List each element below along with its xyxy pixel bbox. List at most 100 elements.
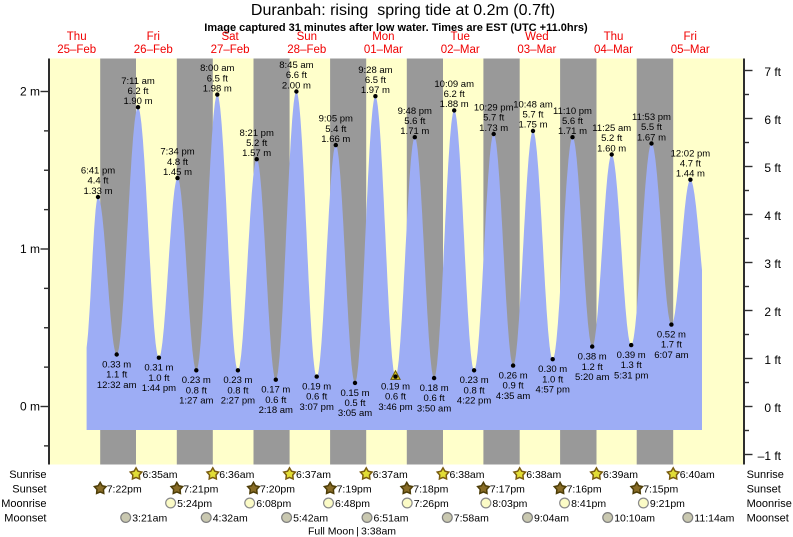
svg-text:2.00 m: 2.00 m: [282, 80, 311, 91]
svg-text:4:57 pm: 4:57 pm: [536, 385, 570, 396]
svg-text:0.17 m: 0.17 m: [261, 385, 290, 396]
svg-text:6:39am: 6:39am: [603, 469, 638, 481]
svg-text:11:10 pm: 11:10 pm: [553, 106, 592, 117]
svg-text:4:32am: 4:32am: [213, 512, 248, 524]
svg-text:5:42am: 5:42am: [293, 512, 328, 524]
svg-text:5 ft: 5 ft: [764, 161, 781, 175]
svg-text:1 m: 1 m: [20, 242, 40, 256]
svg-text:28–Feb: 28–Feb: [287, 44, 326, 56]
svg-text:6:41 pm: 6:41 pm: [81, 166, 115, 177]
svg-text:0.26 m: 0.26 m: [499, 370, 528, 381]
svg-text:0.23 m: 0.23 m: [182, 375, 211, 386]
svg-text:6:48pm: 6:48pm: [335, 498, 370, 510]
svg-text:4.7 ft: 4.7 ft: [680, 158, 701, 169]
svg-text:Sunset: Sunset: [747, 484, 781, 496]
svg-text:0.23 m: 0.23 m: [223, 375, 252, 386]
svg-text:Sunset: Sunset: [12, 484, 46, 496]
svg-text:7:19pm: 7:19pm: [337, 483, 372, 495]
svg-text:0 m: 0 m: [20, 400, 40, 414]
svg-text:0.31 m: 0.31 m: [144, 363, 173, 374]
svg-text:04–Mar: 04–Mar: [594, 44, 633, 56]
svg-text:4.4 ft: 4.4 ft: [87, 176, 108, 187]
svg-text:4:35 am: 4:35 am: [496, 391, 530, 402]
svg-text:0.33 m: 0.33 m: [102, 359, 131, 370]
svg-text:9:48 pm: 9:48 pm: [398, 106, 432, 117]
svg-text:3:05 am: 3:05 am: [338, 408, 372, 419]
svg-text:4 ft: 4 ft: [764, 209, 781, 223]
svg-text:6:37am: 6:37am: [296, 469, 331, 481]
svg-text:3:21am: 3:21am: [132, 512, 167, 524]
svg-text:6:38am: 6:38am: [526, 469, 561, 481]
svg-text:1.75 m: 1.75 m: [518, 120, 547, 131]
svg-text:03–Mar: 03–Mar: [517, 44, 556, 56]
svg-text:5:24pm: 5:24pm: [177, 498, 212, 510]
svg-text:Duranbah: rising spring tide: Duranbah: rising spring tide at 0.2m (0.…: [251, 2, 555, 19]
svg-text:Image captured 31 minutes afte: Image captured 31 minutes after low wate…: [204, 22, 588, 34]
svg-text:6:38am: 6:38am: [450, 469, 485, 481]
svg-text:1.71 m: 1.71 m: [400, 126, 429, 137]
svg-text:Tue: Tue: [451, 31, 470, 43]
svg-text:5.2 ft: 5.2 ft: [246, 138, 267, 149]
svg-text:6:08pm: 6:08pm: [256, 498, 291, 510]
svg-text:Fri: Fri: [147, 31, 160, 43]
svg-text:1.1 ft: 1.1 ft: [106, 370, 127, 381]
svg-text:0.6 ft: 0.6 ft: [385, 392, 406, 403]
svg-text:7:34 pm: 7:34 pm: [160, 147, 194, 158]
svg-text:Full Moon | 3:38am: Full Moon | 3:38am: [308, 526, 396, 537]
svg-text:5:20 am: 5:20 am: [575, 372, 609, 383]
svg-text:0.6 ft: 0.6 ft: [265, 395, 286, 406]
svg-text:1.66 m: 1.66 m: [321, 134, 350, 145]
svg-text:1:44 pm: 1:44 pm: [142, 383, 176, 394]
svg-text:Sat: Sat: [221, 31, 239, 43]
svg-text:Moonset: Moonset: [747, 513, 789, 525]
svg-text:10:29 pm: 10:29 pm: [474, 103, 514, 114]
svg-text:9:05 pm: 9:05 pm: [319, 114, 353, 125]
svg-text:7:20pm: 7:20pm: [260, 483, 295, 495]
svg-text:5.2 ft: 5.2 ft: [601, 133, 622, 144]
svg-text:5:31 pm: 5:31 pm: [614, 370, 648, 381]
svg-text:0.19 m: 0.19 m: [381, 382, 410, 393]
svg-text:1 ft: 1 ft: [764, 353, 781, 367]
svg-text:7:22pm: 7:22pm: [107, 483, 142, 495]
svg-text:6:37am: 6:37am: [373, 469, 408, 481]
svg-text:7:21pm: 7:21pm: [183, 483, 218, 495]
svg-text:02–Mar: 02–Mar: [441, 44, 480, 56]
svg-text:6:51am: 6:51am: [374, 512, 409, 524]
svg-text:6.5 ft: 6.5 ft: [365, 75, 386, 86]
svg-text:3:46 pm: 3:46 pm: [378, 402, 412, 413]
svg-text:1.97 m: 1.97 m: [361, 85, 390, 96]
svg-text:2:27 pm: 2:27 pm: [221, 396, 255, 407]
svg-text:0 ft: 0 ft: [764, 401, 781, 415]
svg-text:9:28 am: 9:28 am: [358, 65, 392, 76]
svg-text:12:32 am: 12:32 am: [97, 380, 137, 391]
svg-text:5.7 ft: 5.7 ft: [522, 110, 543, 121]
svg-text:8:45 am: 8:45 am: [279, 60, 313, 71]
svg-text:Sunrise: Sunrise: [9, 469, 46, 481]
svg-text:9:04am: 9:04am: [534, 512, 569, 524]
svg-text:0.15 m: 0.15 m: [340, 388, 369, 399]
svg-text:5.4 ft: 5.4 ft: [325, 124, 346, 135]
svg-text:1.0 ft: 1.0 ft: [148, 373, 169, 384]
svg-text:0.52 m: 0.52 m: [657, 330, 686, 341]
svg-text:0.18 m: 0.18 m: [420, 383, 449, 394]
svg-text:1.57 m: 1.57 m: [242, 148, 271, 159]
svg-text:5.6 ft: 5.6 ft: [562, 116, 583, 127]
svg-text:1.67 m: 1.67 m: [637, 132, 666, 143]
svg-text:Sun: Sun: [297, 31, 317, 43]
svg-text:3:07 pm: 3:07 pm: [300, 402, 334, 413]
svg-text:12:02 pm: 12:02 pm: [671, 148, 711, 159]
svg-text:7:58am: 7:58am: [454, 512, 489, 524]
svg-text:10:48 am: 10:48 am: [513, 100, 553, 111]
svg-text:0.6 ft: 0.6 ft: [306, 392, 327, 403]
svg-text:7:26pm: 7:26pm: [414, 498, 449, 510]
svg-text:8:03pm: 8:03pm: [492, 498, 527, 510]
svg-text:05–Mar: 05–Mar: [671, 44, 710, 56]
svg-text:6:35am: 6:35am: [143, 469, 178, 481]
svg-text:6:36am: 6:36am: [219, 469, 254, 481]
svg-text:0.9 ft: 0.9 ft: [503, 381, 524, 392]
svg-text:1.45 m: 1.45 m: [163, 167, 192, 178]
svg-text:6.5 ft: 6.5 ft: [207, 73, 228, 84]
svg-text:7:15pm: 7:15pm: [643, 483, 678, 495]
svg-text:6:07 am: 6:07 am: [654, 350, 688, 361]
svg-text:4.8 ft: 4.8 ft: [167, 157, 188, 168]
